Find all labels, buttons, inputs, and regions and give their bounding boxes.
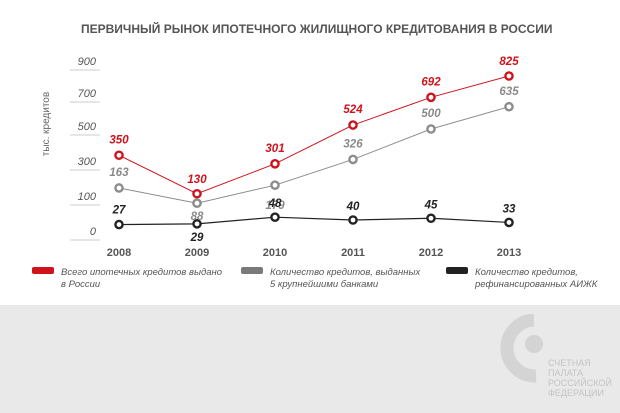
legend-label: Количество кредитов, выданных [270,267,421,278]
x-tick-label: 2011 [341,247,365,259]
series-line [118,75,510,195]
series-lines [114,71,514,230]
data-point [114,150,124,161]
legend-label: Количество кредитов, [475,267,578,278]
legend-label: рефинансированных АИЖК [474,279,599,290]
y-tick-label: 100 [78,191,97,203]
data-point [270,180,280,190]
data-label: 29 [190,232,204,244]
legend-label: Всего ипотечных кредитов выдано [61,267,222,278]
x-tick-label: 2009 [185,247,209,259]
data-label: 301 [265,143,284,155]
data-label: 326 [343,138,363,150]
y-axis-label: тыс. кредитов [41,92,52,156]
logo-text-4: ФЕДЕРАЦИИ [548,388,604,398]
legend-label: 5 крупнейшими банками [270,279,379,290]
data-point [504,71,514,81]
series-line [118,216,510,226]
data-label: 163 [109,167,129,179]
data-point [270,159,280,169]
data-label: 350 [109,134,129,146]
data-point [348,120,358,130]
data-label: 27 [112,205,126,217]
y-ticks: 0 100 300 500 700 900 [70,56,100,241]
data-label: 130 [187,174,207,186]
legend-label: в России [61,279,101,290]
data-point [348,215,358,225]
y-tick-label: 0 [90,226,97,238]
x-tick-label: 2010 [263,247,287,259]
data-label: 45 [424,199,438,211]
logo-mark [500,314,537,383]
data-point [504,217,514,228]
chart-title: ПЕРВИЧНЫЙ РЫНОК ИПОТЕЧНОГО ЖИЛИЩНОГО КРЕ… [81,21,552,36]
logo: СЧЕТНАЯ ПАЛАТА РОССИЙСКОЙ ФЕДЕРАЦИИ [500,314,612,398]
x-tick-label: 2013 [497,247,521,259]
data-point [114,183,124,193]
data-point [504,101,514,112]
y-tick-label: 300 [78,156,97,168]
x-ticks: 2008 2009 2010 2011 2012 2013 [107,247,521,259]
data-label: 40 [346,201,360,213]
data-point [348,154,358,165]
data-label: 88 [191,211,204,223]
logo-text-2: ПАЛАТА [548,368,583,378]
x-tick-label: 2012 [419,247,443,259]
x-tick-label: 2008 [107,247,131,259]
y-tick-label: 500 [78,121,97,133]
series-line [118,106,510,204]
chart-card: ПЕРВИЧНЫЙ РЫНОК ИПОТЕЧНОГО ЖИЛИЩНОГО КРЕ… [0,0,620,305]
data-label: 524 [343,104,363,116]
data-label: 635 [499,86,519,98]
data-point [426,92,436,103]
data-label: 692 [421,76,441,88]
data-point [192,219,202,229]
data-label: 48 [268,198,282,210]
data-label: 500 [421,108,441,120]
y-tick-label: 900 [78,56,97,68]
data-label: 179 [265,200,285,212]
logo-text-3: РОССИЙСКОЙ [548,377,612,388]
logo-text-1: СЧЕТНАЯ [548,358,591,368]
data-point [192,188,202,199]
logo-mark-dot [525,335,543,353]
data-point [114,219,124,230]
legend-swatch [32,267,54,274]
chart-svg: ПЕРВИЧНЫЙ РЫНОК ИПОТЕЧНОГО ЖИЛИЩНОГО КРЕ… [32,21,599,290]
legend-swatch [241,267,263,274]
data-labels: 350 130 301 524 692 825 163 88 179 326 500 635 27 29 4… [109,56,519,244]
data-point [270,212,280,222]
legend-swatch [446,267,468,274]
data-label: 33 [503,203,516,215]
data-point [426,124,436,134]
data-label: 825 [499,56,519,68]
data-point [192,198,202,208]
data-point [426,213,436,224]
y-tick-label: 700 [78,88,97,100]
